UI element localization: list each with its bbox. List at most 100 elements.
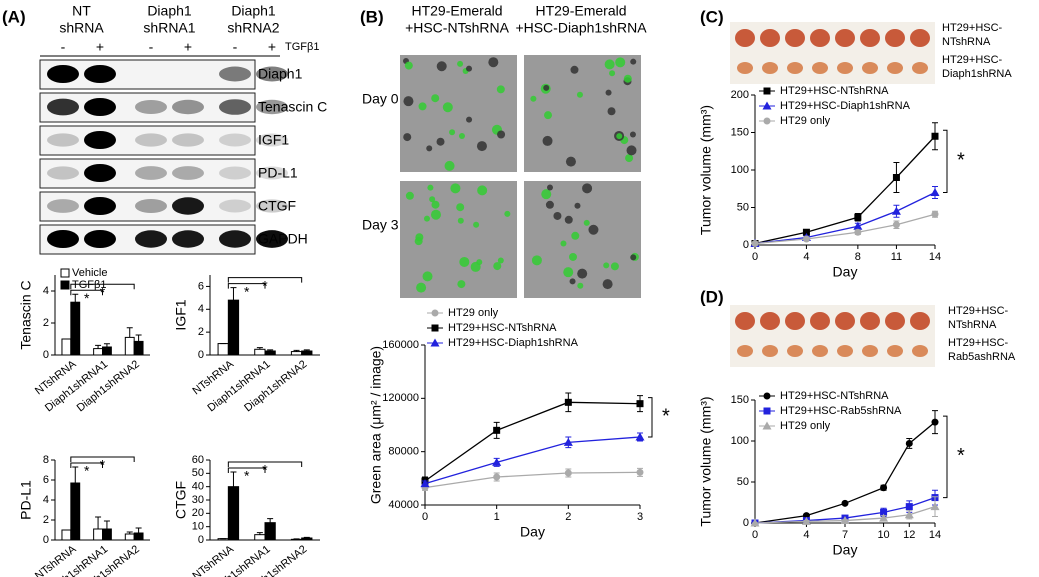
cell [588,224,599,235]
cell [403,133,412,142]
y-tick-label: 6 [198,280,204,292]
tumor-label: Diaph1shRNA [942,68,1012,80]
blot-group: Diaph1 [147,3,192,19]
bar [61,338,72,356]
legend-swatch [60,280,70,290]
line [754,496,936,524]
x-tick-label: 11 [891,251,902,263]
cell [466,65,473,72]
bracket [943,415,948,499]
cell [582,183,593,194]
y-tick-label: 0 [743,517,749,529]
blot-band [256,66,288,82]
blot-band [256,230,288,248]
row-label: Day 0 [362,91,399,107]
tumor [812,62,828,74]
y-tick-label: 150 [731,394,749,406]
cell [444,160,455,171]
cell [449,129,456,136]
marker [905,503,913,511]
blot-group: shRNA [59,20,104,36]
legend-label: HT29+HSC-Diaph1shRNA [780,100,911,112]
y-axis-label: Tumor volume (mm³) [698,105,714,235]
cell [493,262,502,271]
cell [457,60,464,67]
error-bar [72,466,79,483]
tumor-label: NTshRNA [948,319,997,331]
tumor [785,312,805,330]
tumor [910,312,930,330]
significance: * [957,445,965,467]
y-tick-label: 0 [43,349,49,361]
marker [854,213,862,221]
cell [543,84,550,91]
tumor [835,312,855,330]
marker [802,228,810,236]
blot-band [172,133,204,147]
bar [217,343,229,356]
cell [604,59,615,70]
cell [616,133,623,140]
tumor-photo [730,305,935,367]
tumor-label: NTshRNA [942,36,991,48]
error-bar [126,327,133,338]
blot-band [219,99,251,115]
tumor [912,62,928,74]
cell [545,200,554,209]
cell [470,261,481,272]
cell [602,279,613,290]
y-tick-label: 50 [192,467,204,479]
tumor [912,345,928,357]
cell [615,57,626,68]
y-tick-label: 0 [43,534,49,546]
tumor [837,345,853,357]
blot-band [219,199,251,213]
x-tick-label: 4 [803,529,809,541]
line [754,421,936,524]
y-tick-label: 200 [731,89,749,101]
cell [488,57,499,68]
cell [541,189,552,200]
tumor [860,29,880,47]
panel-label: (C) [700,7,724,26]
cell [504,210,511,217]
tumor [887,345,903,357]
marker [802,235,810,243]
y-tick-label: 2 [198,326,204,338]
treatment-sign: - [61,39,66,55]
bar [102,528,112,541]
significance: * [244,283,250,299]
cell [576,91,583,98]
blot-band [172,230,204,248]
marker [564,469,572,477]
cell [403,96,414,107]
tumor [862,345,878,357]
marker [892,221,900,229]
marker [892,174,900,181]
blot-band [135,68,167,80]
tumor [762,62,778,74]
marker [931,418,939,426]
blot-band [84,197,116,215]
y-tick-label: 4 [43,285,49,297]
cell [477,185,488,196]
marker [930,188,940,196]
marker [880,508,888,516]
blot-band [256,99,288,115]
cell [496,85,505,94]
tumor [837,62,853,74]
x-tick-label: 0 [422,511,428,523]
y-axis-label: IGF1 [173,299,189,330]
marker [751,240,759,247]
y-tick-label: 100 [731,164,749,176]
blot-band [256,166,288,180]
tumor [787,62,803,74]
x-tick-label: 10 [877,529,889,541]
marker [564,398,572,406]
x-tick-label: 2 [565,511,571,523]
cell [544,111,553,120]
cell [583,219,590,226]
blot-band [47,199,79,213]
error-bar [135,334,142,342]
x-axis-label: Day [833,264,858,280]
